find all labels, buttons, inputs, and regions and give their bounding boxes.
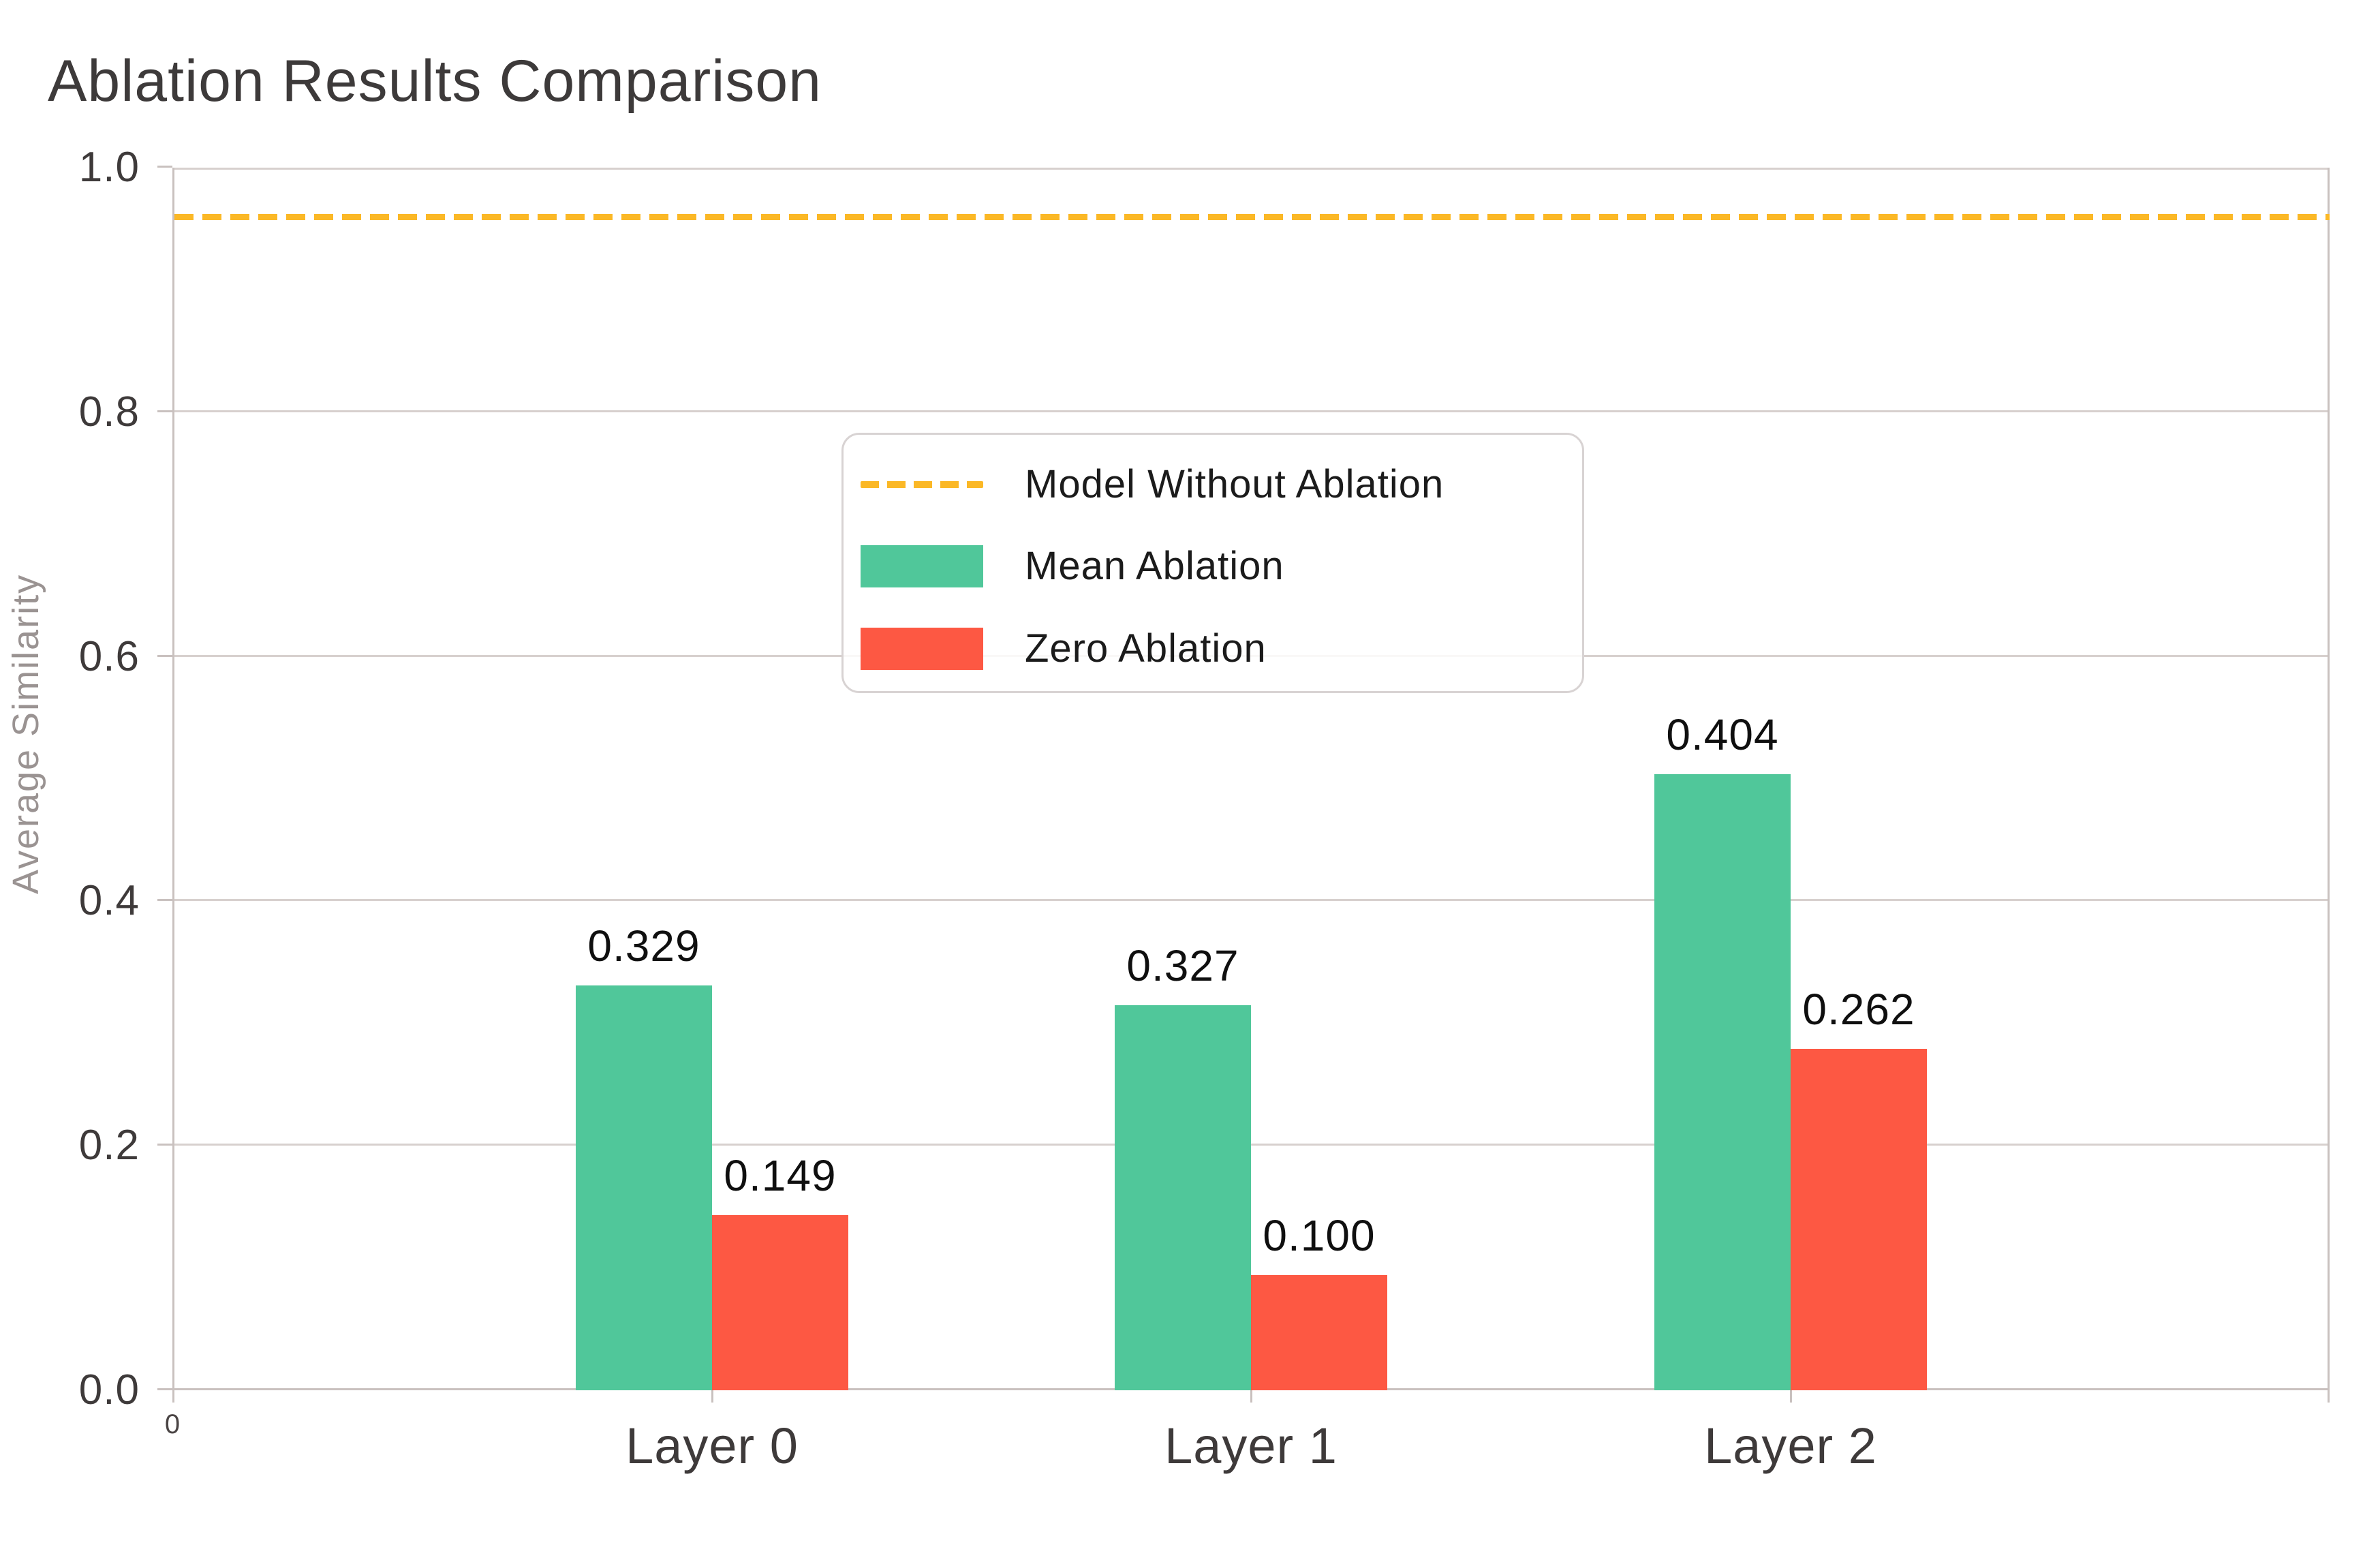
- origin-tick-label: 0: [164, 1409, 181, 1439]
- x-tick-mark-layer-1: [1250, 1390, 1252, 1403]
- bar-value-label: 0.149: [724, 1151, 837, 1200]
- bar-mean-ablation-layer-1: [1115, 1005, 1251, 1390]
- bar-zero-ablation-layer-0: [712, 1215, 848, 1390]
- bar-mean-ablation-layer-2: [1654, 774, 1791, 1390]
- y-tick-label-0.6: 0.6: [78, 633, 140, 680]
- x-category-label-layer-2: Layer 2: [1704, 1418, 1877, 1474]
- legend-item-label: Zero Ablation: [1025, 626, 1267, 671]
- reference-line-model-without-ablation: [174, 214, 2330, 220]
- y-tick-mark-0.2: [157, 1144, 172, 1146]
- bar-zero-ablation-layer-2: [1791, 1049, 1927, 1390]
- gridline-0.8: [172, 410, 2330, 412]
- gridline-0.4: [172, 899, 2330, 901]
- y-tick-mark-0.0: [157, 1388, 172, 1390]
- bar-mean-ablation-layer-0: [576, 985, 712, 1390]
- bar-value-label: 0.404: [1666, 710, 1779, 759]
- gridline-0.2: [172, 1144, 2330, 1146]
- y-axis-line: [172, 168, 174, 1403]
- bar-value-label: 0.100: [1263, 1211, 1376, 1260]
- legend-item-mean-ablation: Mean Ablation: [861, 542, 1284, 590]
- x-category-label-layer-1: Layer 1: [1164, 1418, 1338, 1474]
- y-tick-label-0.0: 0.0: [78, 1366, 140, 1413]
- gridline-1.0: [172, 168, 2330, 170]
- bar-value-label: 0.262: [1802, 985, 1915, 1034]
- bar-value-label: 0.327: [1126, 941, 1239, 990]
- y-tick-mark-0.8: [157, 410, 172, 412]
- y-tick-label-0.8: 0.8: [78, 388, 140, 435]
- legend-item-label: Model Without Ablation: [1025, 462, 1444, 506]
- plot-right-border: [2328, 168, 2330, 1403]
- y-tick-mark-0.6: [157, 655, 172, 657]
- y-tick-label-0.2: 0.2: [78, 1122, 140, 1169]
- mean-ablation-swatch-icon: [861, 545, 983, 587]
- legend-item-model-without-ablation: Model Without Ablation: [861, 461, 1444, 508]
- chart-title: Ablation Results Comparison: [48, 48, 822, 114]
- y-tick-mark-0.4: [157, 899, 172, 901]
- y-tick-label-1.0: 1.0: [78, 144, 140, 191]
- x-tick-mark-layer-0: [711, 1390, 713, 1403]
- dashed-line-swatch-icon: [861, 481, 983, 488]
- plot-area: 0.329 0.149 0.327 0.100 0.404 0.262: [172, 168, 2330, 1403]
- x-category-label-layer-0: Layer 0: [625, 1418, 799, 1474]
- y-tick-label-0.4: 0.4: [78, 877, 140, 924]
- y-tick-mark-1.0: [157, 166, 172, 168]
- legend-item-zero-ablation: Zero Ablation: [861, 625, 1267, 673]
- bar-value-label: 0.329: [587, 921, 700, 970]
- y-axis-title: Average Similarity: [5, 573, 46, 895]
- legend-item-label: Mean Ablation: [1025, 544, 1284, 588]
- bar-zero-ablation-layer-1: [1251, 1275, 1387, 1390]
- legend: Model Without Ablation Mean Ablation Zer…: [841, 433, 1584, 693]
- x-tick-mark-layer-2: [1790, 1390, 1792, 1403]
- zero-ablation-swatch-icon: [861, 628, 983, 670]
